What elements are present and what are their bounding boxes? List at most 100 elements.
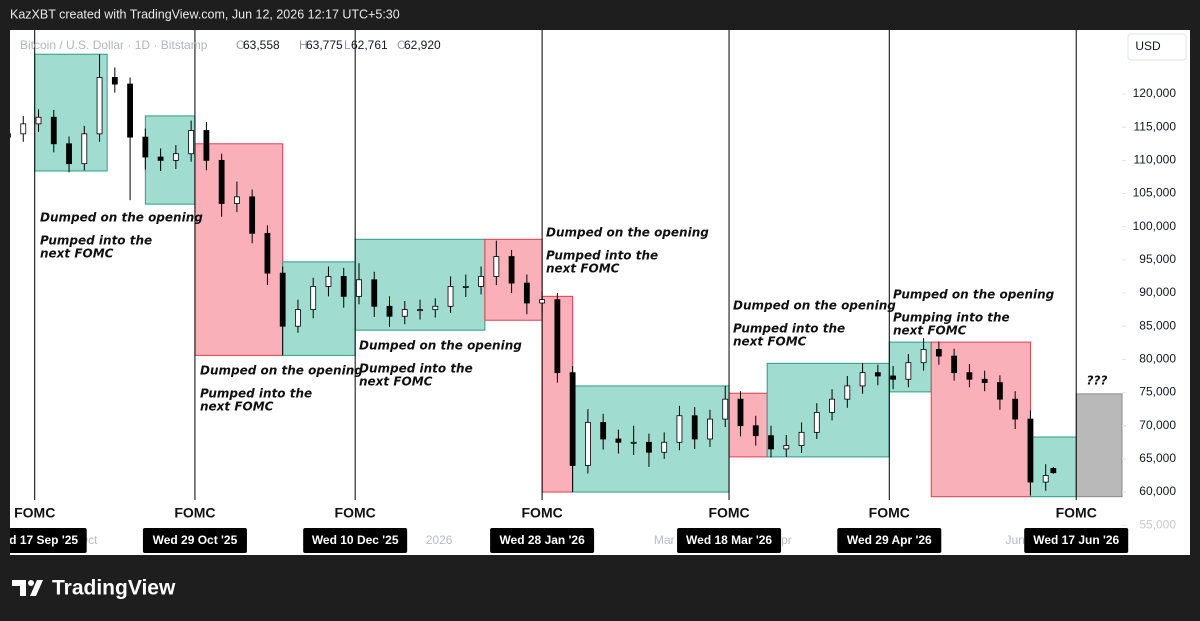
range-box xyxy=(766,362,890,458)
candle-body xyxy=(264,232,271,274)
candle-body xyxy=(935,349,942,357)
y-axis: 55,000 60,000 65,000 70,000 75,000 80,000 85,0… xyxy=(1122,86,1176,531)
ohlc-value: 62,761 xyxy=(351,38,388,52)
candle-body xyxy=(722,398,729,420)
fomc-tag: FOMC xyxy=(522,505,563,521)
candle-body xyxy=(478,276,484,287)
candle-body xyxy=(493,256,500,277)
candle-body xyxy=(844,385,851,400)
date-label-bg xyxy=(10,528,87,553)
fomc-tag: FOMC xyxy=(708,505,749,521)
annotation: Dumped on the opening xyxy=(200,364,363,378)
candle-body xyxy=(66,143,72,165)
date-label-bg xyxy=(677,528,782,553)
range-box xyxy=(1075,393,1123,498)
currency-box xyxy=(1127,33,1187,61)
candle-body xyxy=(172,153,179,161)
x-tick-label: 2026 xyxy=(426,533,453,547)
candle-body xyxy=(798,431,805,447)
y-tick-label: 70,000 xyxy=(1139,418,1176,432)
candle-body xyxy=(462,286,469,288)
y-tick-label: 60,000 xyxy=(1139,484,1176,498)
ohlc-value: 63,558 xyxy=(243,38,280,52)
candle-body xyxy=(10,133,11,138)
candle-body xyxy=(508,256,515,284)
currency: USD xyxy=(1135,39,1161,53)
range-box xyxy=(728,392,768,458)
fomc-tag: FOMC xyxy=(869,505,910,521)
candle-body xyxy=(920,349,927,364)
annotation: ??? xyxy=(1087,374,1108,388)
annotation: Pumped into the xyxy=(546,249,658,263)
candle-body xyxy=(600,421,607,440)
candle-body xyxy=(829,398,835,413)
range-box xyxy=(282,261,356,356)
annotation: next FOMC xyxy=(546,262,620,276)
candle-body xyxy=(569,372,576,466)
candle-body xyxy=(203,130,210,161)
date-label-bg xyxy=(142,528,247,553)
date-label: Wed 29 Oct '25 xyxy=(153,533,238,547)
date-label: Wed 18 Mar '26 xyxy=(686,533,772,547)
candle-body xyxy=(417,309,423,312)
candle-body xyxy=(539,299,546,304)
candle-body xyxy=(523,282,530,304)
fomc-labels: FOMC Wed 17 Sep '25 FOMC Wed 29 Oct '25 FOMC… xyxy=(10,505,1129,553)
annotation: Dumped on the opening xyxy=(40,211,203,225)
annotation: next FOMC xyxy=(40,247,114,261)
candle-body xyxy=(340,276,347,297)
date-label: Wed 10 Dec '25 xyxy=(312,533,399,547)
candle-body xyxy=(691,415,698,440)
y-tick-label: 65,000 xyxy=(1139,451,1176,465)
candle-body xyxy=(646,441,652,453)
candle-body xyxy=(554,299,561,374)
candle-body xyxy=(401,309,408,317)
candle-body xyxy=(768,435,774,450)
annotation: Pumping into the xyxy=(893,311,1010,325)
date-label: Wed 29 Apr '26 xyxy=(847,533,932,547)
candle-body xyxy=(1027,418,1034,483)
candle-body xyxy=(1012,398,1019,420)
candle-body xyxy=(447,286,454,307)
candle-body xyxy=(890,375,896,380)
candle-body xyxy=(325,276,332,287)
ohlc-key: H xyxy=(299,38,308,52)
annotation: Pumped into the xyxy=(200,387,312,401)
candle-body xyxy=(997,382,1003,400)
logo: TradingView xyxy=(12,577,176,600)
candle-body xyxy=(35,116,42,125)
annotation: Dumped on the opening xyxy=(546,226,709,240)
candle-body xyxy=(50,116,57,145)
candle-body xyxy=(951,355,958,374)
ohlc-value: 63,775 xyxy=(306,38,343,52)
annotation: Dumped on the opening xyxy=(733,299,896,313)
candle-body xyxy=(1050,468,1057,474)
date-label-bg xyxy=(490,528,595,553)
y-tick-label: 85,000 xyxy=(1139,318,1176,332)
annotation: next FOMC xyxy=(200,400,274,414)
candle-body xyxy=(752,425,759,437)
candle-body xyxy=(386,305,393,317)
candle-body xyxy=(295,309,301,327)
ohlc-key: O xyxy=(236,38,245,52)
candle-body xyxy=(310,286,317,311)
y-tick-label: 55,000 xyxy=(1139,517,1176,531)
annotation: Dumped into the xyxy=(359,362,473,376)
date-label: Wed 28 Jan '26 xyxy=(499,533,585,547)
fomc-tag: FOMC xyxy=(335,505,376,521)
symbol-title: Bitcoin / U.S. Dollar · 1D · Bitstamp xyxy=(20,38,208,52)
y-tick-label: 105,000 xyxy=(1133,186,1177,200)
range-box xyxy=(1029,436,1077,498)
candle-body xyxy=(188,130,195,155)
brand: TradingView xyxy=(52,577,176,600)
chart: Oct 2026 Mar Apr Jun Dumped on the openingPu… xyxy=(10,30,1190,555)
candle-body xyxy=(1042,475,1049,483)
candle-body xyxy=(81,133,88,165)
credit: KazXBT created with TradingView.com, Jun… xyxy=(10,7,400,21)
y-tick-label: 115,000 xyxy=(1134,119,1177,133)
annotation: Pumped into the xyxy=(733,322,845,336)
candle-body xyxy=(371,279,378,307)
candle-body xyxy=(966,372,973,380)
range-box xyxy=(572,385,730,493)
range-box xyxy=(144,115,196,205)
